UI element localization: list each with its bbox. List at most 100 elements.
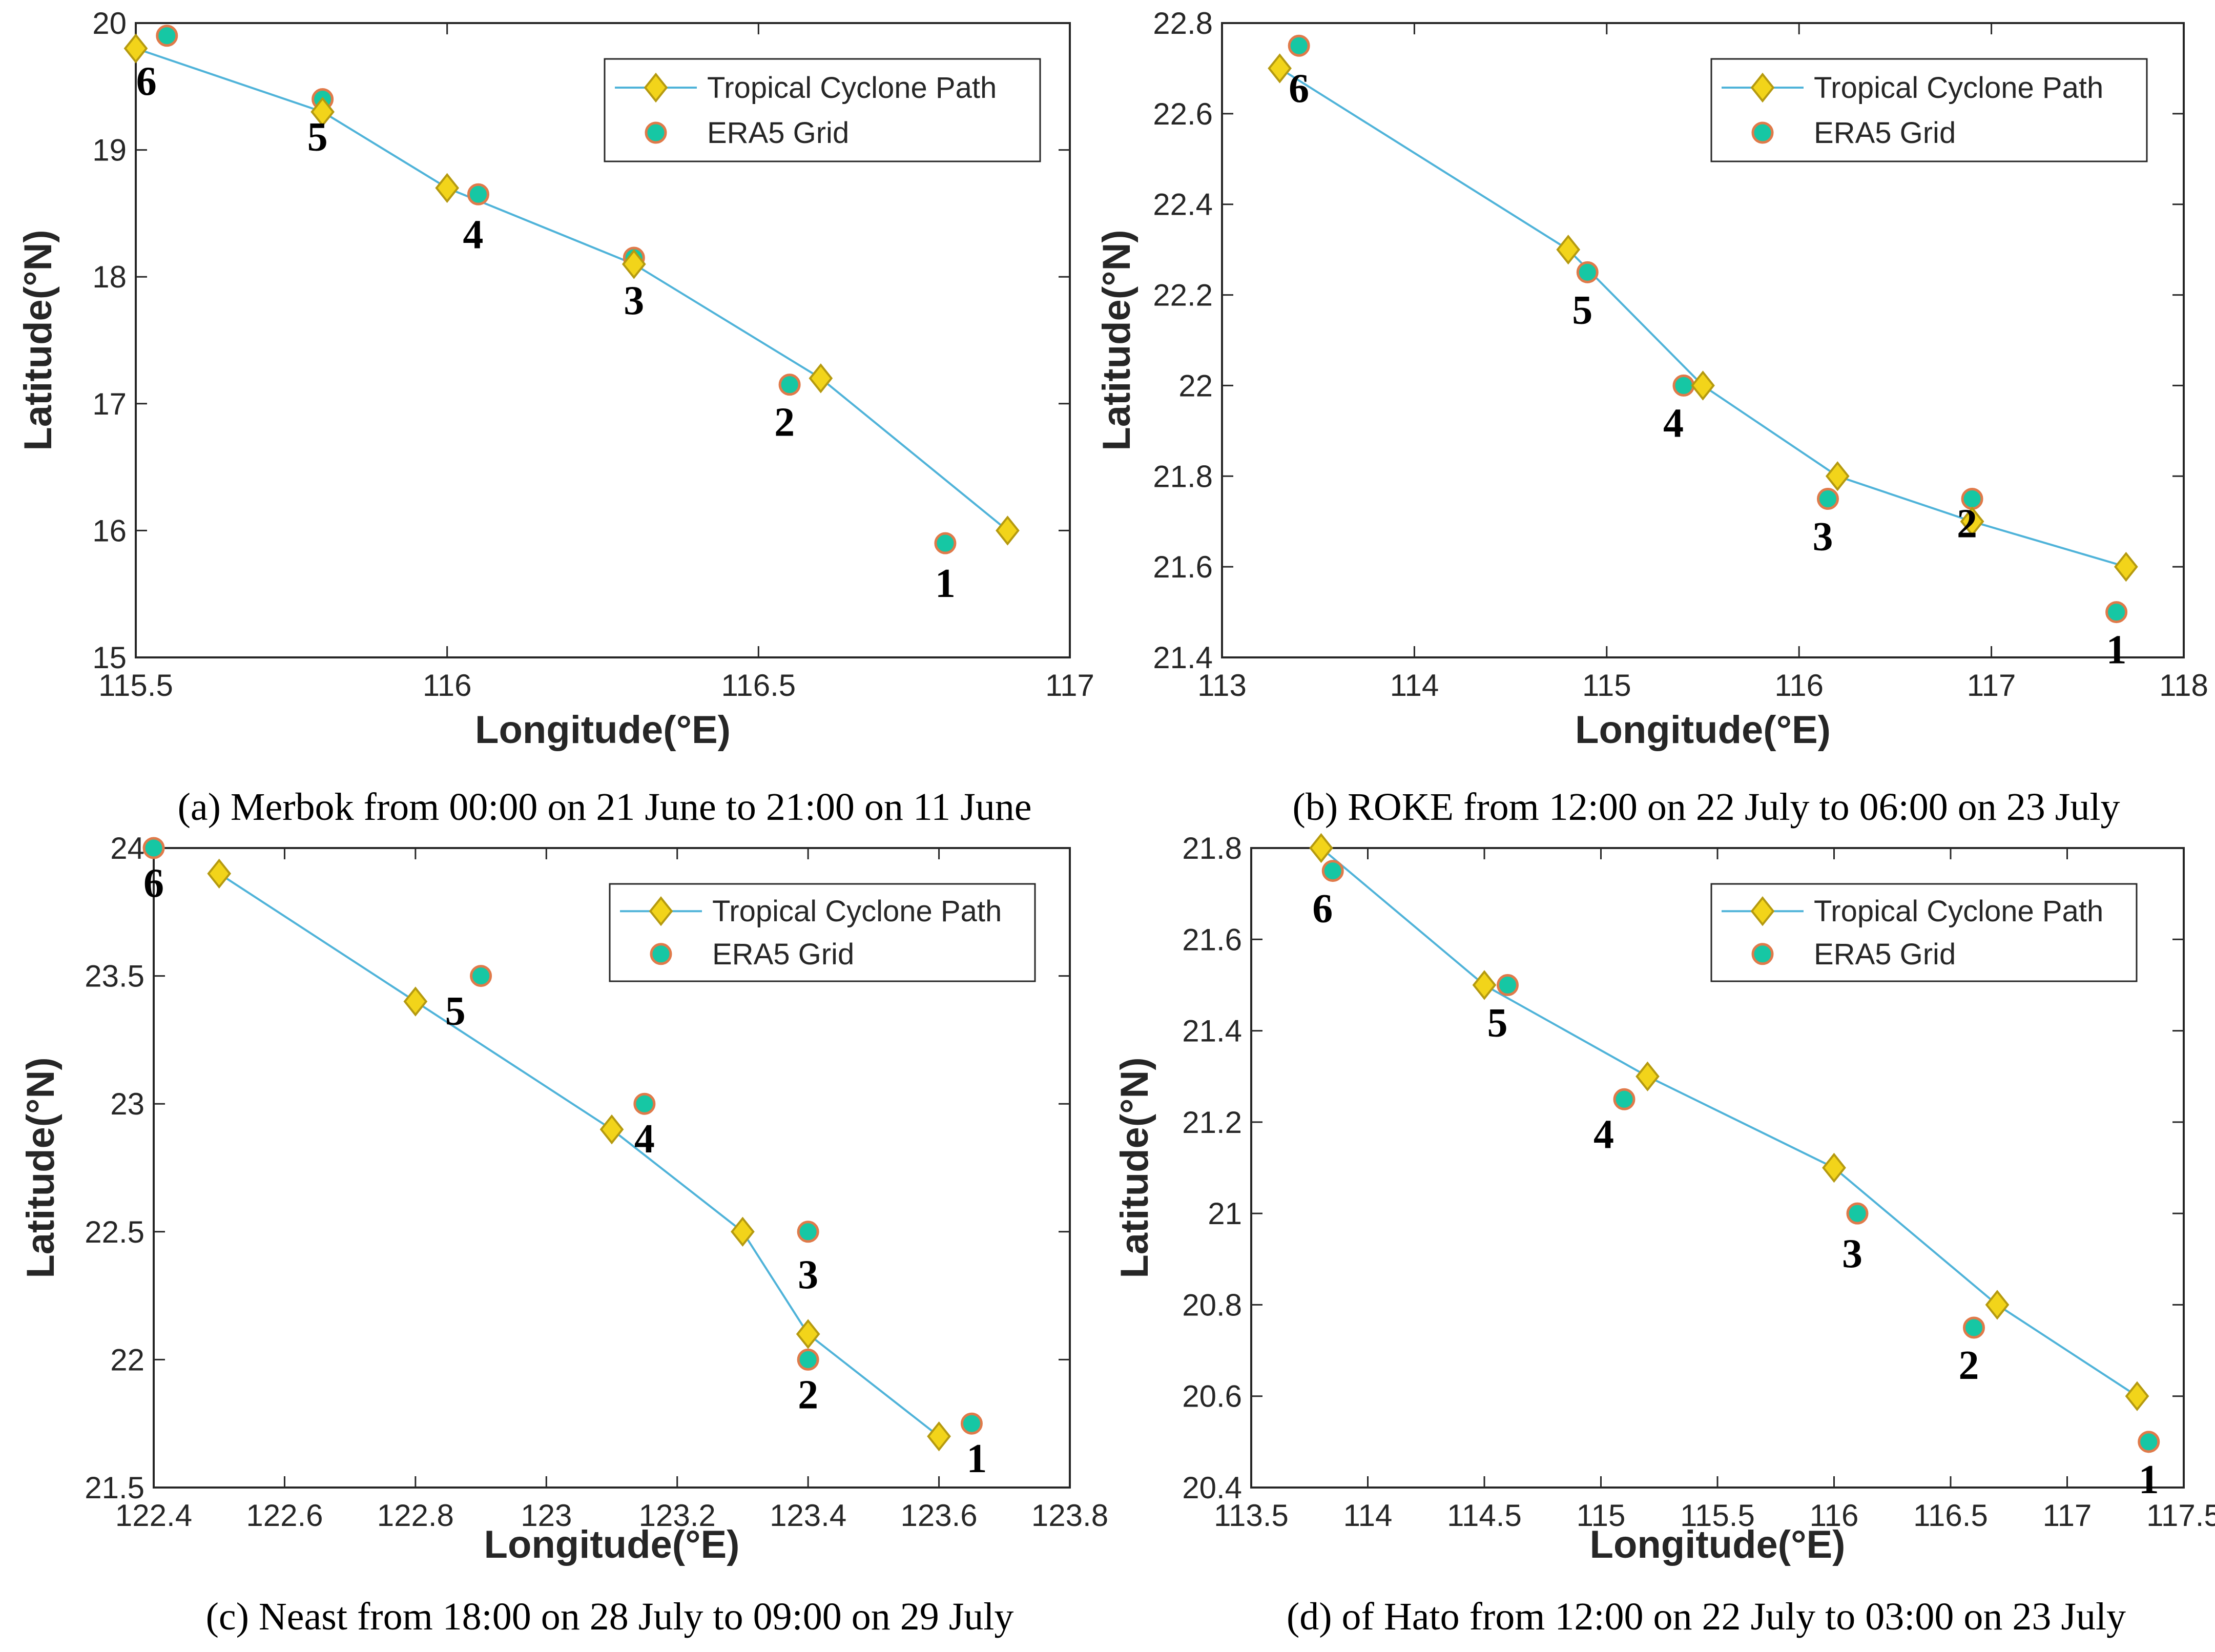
x-tick-label: 123: [521, 1498, 572, 1533]
x-tick-label: 122.8: [377, 1498, 454, 1533]
legend-box: [609, 883, 1036, 982]
y-tick-label: 21.8: [1153, 459, 1213, 493]
x-tick-label: 114: [1343, 1498, 1393, 1533]
point-label: 3: [1813, 514, 1833, 560]
legend-box: [1710, 58, 2148, 162]
legend-diamond-swatch: [649, 896, 673, 926]
x-tick-label: 123.6: [900, 1498, 977, 1533]
era5-grid-point: [633, 1092, 656, 1115]
legend-label-grid: ERA5 Grid: [707, 116, 849, 150]
cyclone-path-marker: [403, 986, 428, 1017]
chart-panel-2: 113 114 115 116 117 118 21.4 21.6 21.8 22 22.2 22.4…: [1095, 6, 2208, 829]
y-axis-label: Latitude(°N): [19, 1057, 63, 1278]
point-label: 1: [2139, 1457, 2159, 1502]
panel-caption: (c) Neast from 18:00 on 28 July to 09:00…: [206, 1595, 1014, 1638]
y-axis-label: Latitude(°N): [16, 230, 60, 450]
cyclone-path-marker: [1985, 1290, 2010, 1320]
x-tick-label: 116: [1810, 1498, 1859, 1533]
cyclone-path-marker: [123, 33, 148, 64]
x-tick-label: 115.5: [1680, 1498, 1755, 1533]
era5-grid-point: [1288, 34, 1310, 57]
legend-circle-swatch: [650, 943, 672, 965]
point-label: 1: [935, 561, 956, 606]
chart-panel-1: 115.5 116 116.5 117151617181920Longitude(°E…: [16, 6, 1094, 829]
x-tick-label: 116: [423, 668, 472, 703]
era5-grid-point: [1497, 974, 1519, 996]
panel-caption: (d) of Hato from 12:00 on 22 July to 03:…: [1287, 1595, 2126, 1638]
cyclone-path-marker: [1309, 833, 1333, 863]
point-label: 1: [2106, 628, 2127, 673]
legend-diamond-swatch: [1750, 896, 1775, 926]
era5-grid-point: [778, 374, 801, 396]
era5-grid-point: [797, 1348, 819, 1371]
y-tick-label: 21.6: [1153, 550, 1213, 584]
y-tick-label: 21.6: [1182, 922, 1242, 957]
cyclone-path-marker: [927, 1421, 951, 1452]
era5-grid-point: [1576, 261, 1599, 283]
point-label: 3: [624, 278, 644, 323]
panel-caption: (a) Merbok from 00:00 on 21 June to 21:0…: [178, 786, 1032, 829]
era5-grid-point: [1817, 488, 1839, 510]
legend-circle-swatch: [1751, 943, 1774, 965]
cyclone-path-line: [135, 47, 1008, 531]
point-label: 4: [1663, 401, 1684, 446]
legend-box: [1710, 883, 2138, 982]
legend-label-grid: ERA5 Grid: [712, 938, 854, 971]
x-axis-label: Longitude(°E): [475, 708, 731, 752]
cyclone-path-line: [1320, 847, 2138, 1397]
x-tick-label: 117: [1045, 668, 1094, 703]
y-tick-label: 21.4: [1153, 641, 1213, 675]
point-label: 2: [1957, 502, 1977, 547]
cyclone-path-marker: [796, 1319, 820, 1349]
point-label: 3: [798, 1252, 818, 1297]
y-tick-label: 21.8: [1182, 831, 1242, 865]
era5-grid-point: [934, 532, 957, 554]
x-tick-label: 117.5: [2146, 1498, 2215, 1533]
y-tick-label: 16: [92, 513, 127, 548]
cyclone-path-line: [218, 873, 940, 1437]
legend-label-path: Tropical Cyclone Path: [707, 71, 997, 105]
cyclone-path-marker: [1691, 370, 1715, 401]
point-label: 3: [1842, 1231, 1862, 1276]
cyclone-path-marker: [1556, 234, 1581, 265]
cyclone-path-marker: [1960, 506, 1984, 536]
y-tick-label: 23: [110, 1087, 144, 1121]
y-tick-label: 20.8: [1182, 1288, 1242, 1322]
y-tick-label: 22: [110, 1343, 144, 1377]
cyclone-path-marker: [1825, 461, 1850, 491]
point-label: 6: [143, 861, 164, 906]
point-label: 4: [1593, 1112, 1614, 1157]
point-label: 5: [1572, 287, 1592, 333]
cyclone-path-marker: [599, 1114, 624, 1145]
x-tick-label: 113.5: [1214, 1498, 1289, 1533]
y-tick-label: 18: [92, 260, 127, 294]
x-tick-label: 113: [1197, 668, 1247, 703]
point-label: 4: [463, 212, 483, 257]
cyclone-path-marker: [1472, 970, 1497, 1000]
era5-grid-point: [470, 965, 492, 987]
x-axis-label: Longitude(°E): [484, 1523, 740, 1566]
point-label: 4: [634, 1117, 655, 1162]
cyclone-path-marker: [207, 858, 232, 889]
chart-panel-4: 113.5 114 114.5 115 115.5 116 116.5 117 117.5 20.…: [1113, 831, 2215, 1638]
y-tick-label: 17: [92, 387, 127, 421]
x-tick-label: 123.2: [639, 1498, 716, 1533]
point-label: 5: [307, 115, 328, 160]
y-tick-label: 22.6: [1153, 97, 1213, 131]
y-tick-label: 22: [1178, 368, 1213, 403]
cyclone-path-marker: [731, 1216, 755, 1247]
y-tick-label: 21.2: [1182, 1105, 1242, 1140]
legend-label-path: Tropical Cyclone Path: [712, 895, 1002, 928]
y-tick-label: 23.5: [85, 959, 144, 994]
x-tick-label: 115: [1577, 1498, 1626, 1533]
x-tick-label: 115: [1582, 668, 1631, 703]
cyclone-path-marker: [435, 173, 460, 203]
x-tick-label: 114: [1390, 668, 1439, 703]
y-tick-label: 15: [92, 641, 127, 675]
era5-grid-point: [797, 1221, 819, 1243]
chart-panel-3: 122.4 122.6 122.8 123 123.2 123.4 123.6 123.821…: [19, 831, 1108, 1638]
legend-diamond-swatch: [1750, 72, 1775, 103]
cyclone-path-marker: [996, 515, 1020, 546]
legend-circle-swatch: [645, 121, 667, 144]
x-tick-label: 114.5: [1447, 1498, 1522, 1533]
